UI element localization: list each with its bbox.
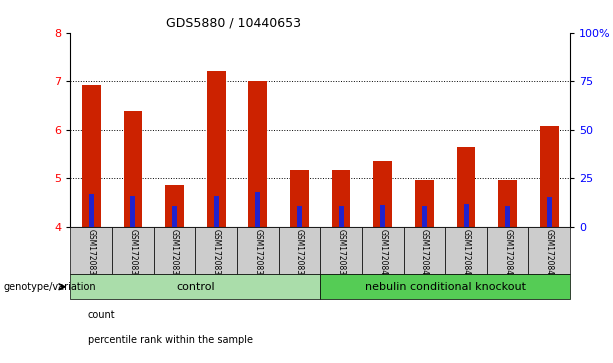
Bar xyxy=(207,70,226,227)
Bar xyxy=(445,227,487,274)
Bar xyxy=(528,227,570,274)
Bar xyxy=(362,227,403,274)
Bar xyxy=(320,227,362,274)
Text: percentile rank within the sample: percentile rank within the sample xyxy=(88,335,253,345)
Text: GSM1720836: GSM1720836 xyxy=(211,229,221,280)
Bar xyxy=(279,227,321,274)
Bar xyxy=(172,206,177,227)
Bar xyxy=(237,227,279,274)
Bar xyxy=(373,161,392,227)
Text: nebulin conditional knockout: nebulin conditional knockout xyxy=(365,282,526,292)
Text: control: control xyxy=(176,282,215,292)
Bar xyxy=(82,85,101,227)
Bar xyxy=(70,227,112,274)
Text: GSM1720837: GSM1720837 xyxy=(253,229,262,280)
Bar xyxy=(70,274,320,299)
Bar xyxy=(457,147,475,227)
Bar xyxy=(422,206,427,227)
Bar xyxy=(154,227,196,274)
Bar xyxy=(89,194,94,227)
Bar xyxy=(540,126,558,227)
Text: GSM1720842: GSM1720842 xyxy=(462,229,471,280)
Bar xyxy=(166,185,184,227)
Bar xyxy=(290,170,309,227)
Bar xyxy=(498,180,517,227)
Bar xyxy=(338,206,344,227)
Bar xyxy=(256,192,261,227)
Bar xyxy=(487,227,528,274)
Bar xyxy=(403,227,445,274)
Bar xyxy=(320,274,570,299)
Bar xyxy=(463,204,468,227)
Text: GSM1720841: GSM1720841 xyxy=(420,229,429,280)
Bar xyxy=(248,81,267,227)
Bar xyxy=(380,205,385,227)
Bar xyxy=(124,111,142,227)
Text: GSM1720838: GSM1720838 xyxy=(295,229,304,280)
Text: genotype/variation: genotype/variation xyxy=(3,282,96,292)
Bar xyxy=(297,206,302,227)
Bar xyxy=(214,196,219,227)
Text: GSM1720840: GSM1720840 xyxy=(378,229,387,280)
Text: GSM1720843: GSM1720843 xyxy=(503,229,512,280)
Text: GSM1720835: GSM1720835 xyxy=(170,229,179,280)
Bar xyxy=(415,180,434,227)
Text: GSM1720833: GSM1720833 xyxy=(87,229,96,280)
Text: count: count xyxy=(88,310,115,320)
Text: GSM1720834: GSM1720834 xyxy=(129,229,137,280)
Text: GSM1720839: GSM1720839 xyxy=(337,229,346,280)
Bar xyxy=(112,227,154,274)
Bar xyxy=(131,196,135,227)
Text: GDS5880 / 10440653: GDS5880 / 10440653 xyxy=(166,16,300,29)
Bar xyxy=(332,170,351,227)
Bar xyxy=(505,206,510,227)
Text: GSM1720844: GSM1720844 xyxy=(545,229,554,280)
Bar xyxy=(547,197,552,227)
Bar xyxy=(196,227,237,274)
